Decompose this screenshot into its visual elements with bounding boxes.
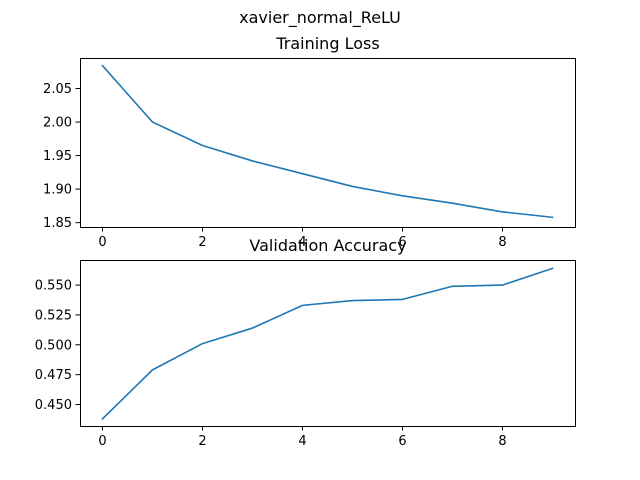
- validation-accuracy-xtick-label: 2: [198, 434, 206, 449]
- training-loss-chart: Training Loss 0 2 4 6 8 1.85 1.90 1.95 2.00 2.05: [43, 34, 576, 250]
- training-loss-axes-frame: [80, 58, 576, 228]
- validation-accuracy-series-line: [101, 267, 554, 420]
- training-loss-xtick-label: 6: [398, 235, 406, 250]
- validation-accuracy-chart: Validation Accuracy 0 2 4 6 8 0.450 0.475 0.500…: [35, 236, 576, 449]
- training-loss-ticks: 0 2 4 6 8 1.85 1.90 1.95 2.00 2.05: [43, 82, 507, 250]
- validation-accuracy-xtick-label: 0: [98, 434, 106, 449]
- training-loss-xtick-label: 4: [298, 235, 306, 250]
- training-loss-marks: [101, 64, 554, 219]
- validation-accuracy-ytick-label: 0.500: [35, 338, 72, 353]
- validation-accuracy-ytick-label: 0.450: [35, 398, 72, 413]
- training-loss-ytick-label: 1.85: [43, 216, 72, 231]
- training-loss-ytick-label: 2.05: [43, 82, 72, 97]
- validation-accuracy-title: Validation Accuracy: [249, 236, 406, 255]
- training-loss-series-line: [101, 64, 554, 219]
- validation-accuracy-xtick-label: 4: [298, 434, 306, 449]
- training-loss-xtick-label: 8: [498, 235, 506, 250]
- validation-accuracy-xtick-label: 8: [498, 434, 506, 449]
- training-loss-title: Training Loss: [275, 34, 379, 53]
- training-loss-ytick-label: 1.90: [43, 183, 72, 198]
- validation-accuracy-ytick-label: 0.550: [35, 279, 72, 294]
- training-loss-xtick-label: 0: [98, 235, 106, 250]
- training-loss-ytick-label: 1.95: [43, 149, 72, 164]
- validation-accuracy-marks: [101, 267, 554, 420]
- figure-suptitle: xavier_normal_ReLU: [239, 8, 401, 28]
- validation-accuracy-ticks: 0 2 4 6 8 0.450 0.475 0.500 0.525 0.550: [35, 279, 507, 449]
- training-loss-xtick-label: 2: [198, 235, 206, 250]
- validation-accuracy-axes-frame: [80, 260, 576, 427]
- validation-accuracy-ytick-label: 0.475: [35, 368, 72, 383]
- validation-accuracy-ytick-label: 0.525: [35, 308, 72, 323]
- validation-accuracy-xtick-label: 6: [398, 434, 406, 449]
- training-loss-ytick-label: 2.00: [43, 116, 72, 131]
